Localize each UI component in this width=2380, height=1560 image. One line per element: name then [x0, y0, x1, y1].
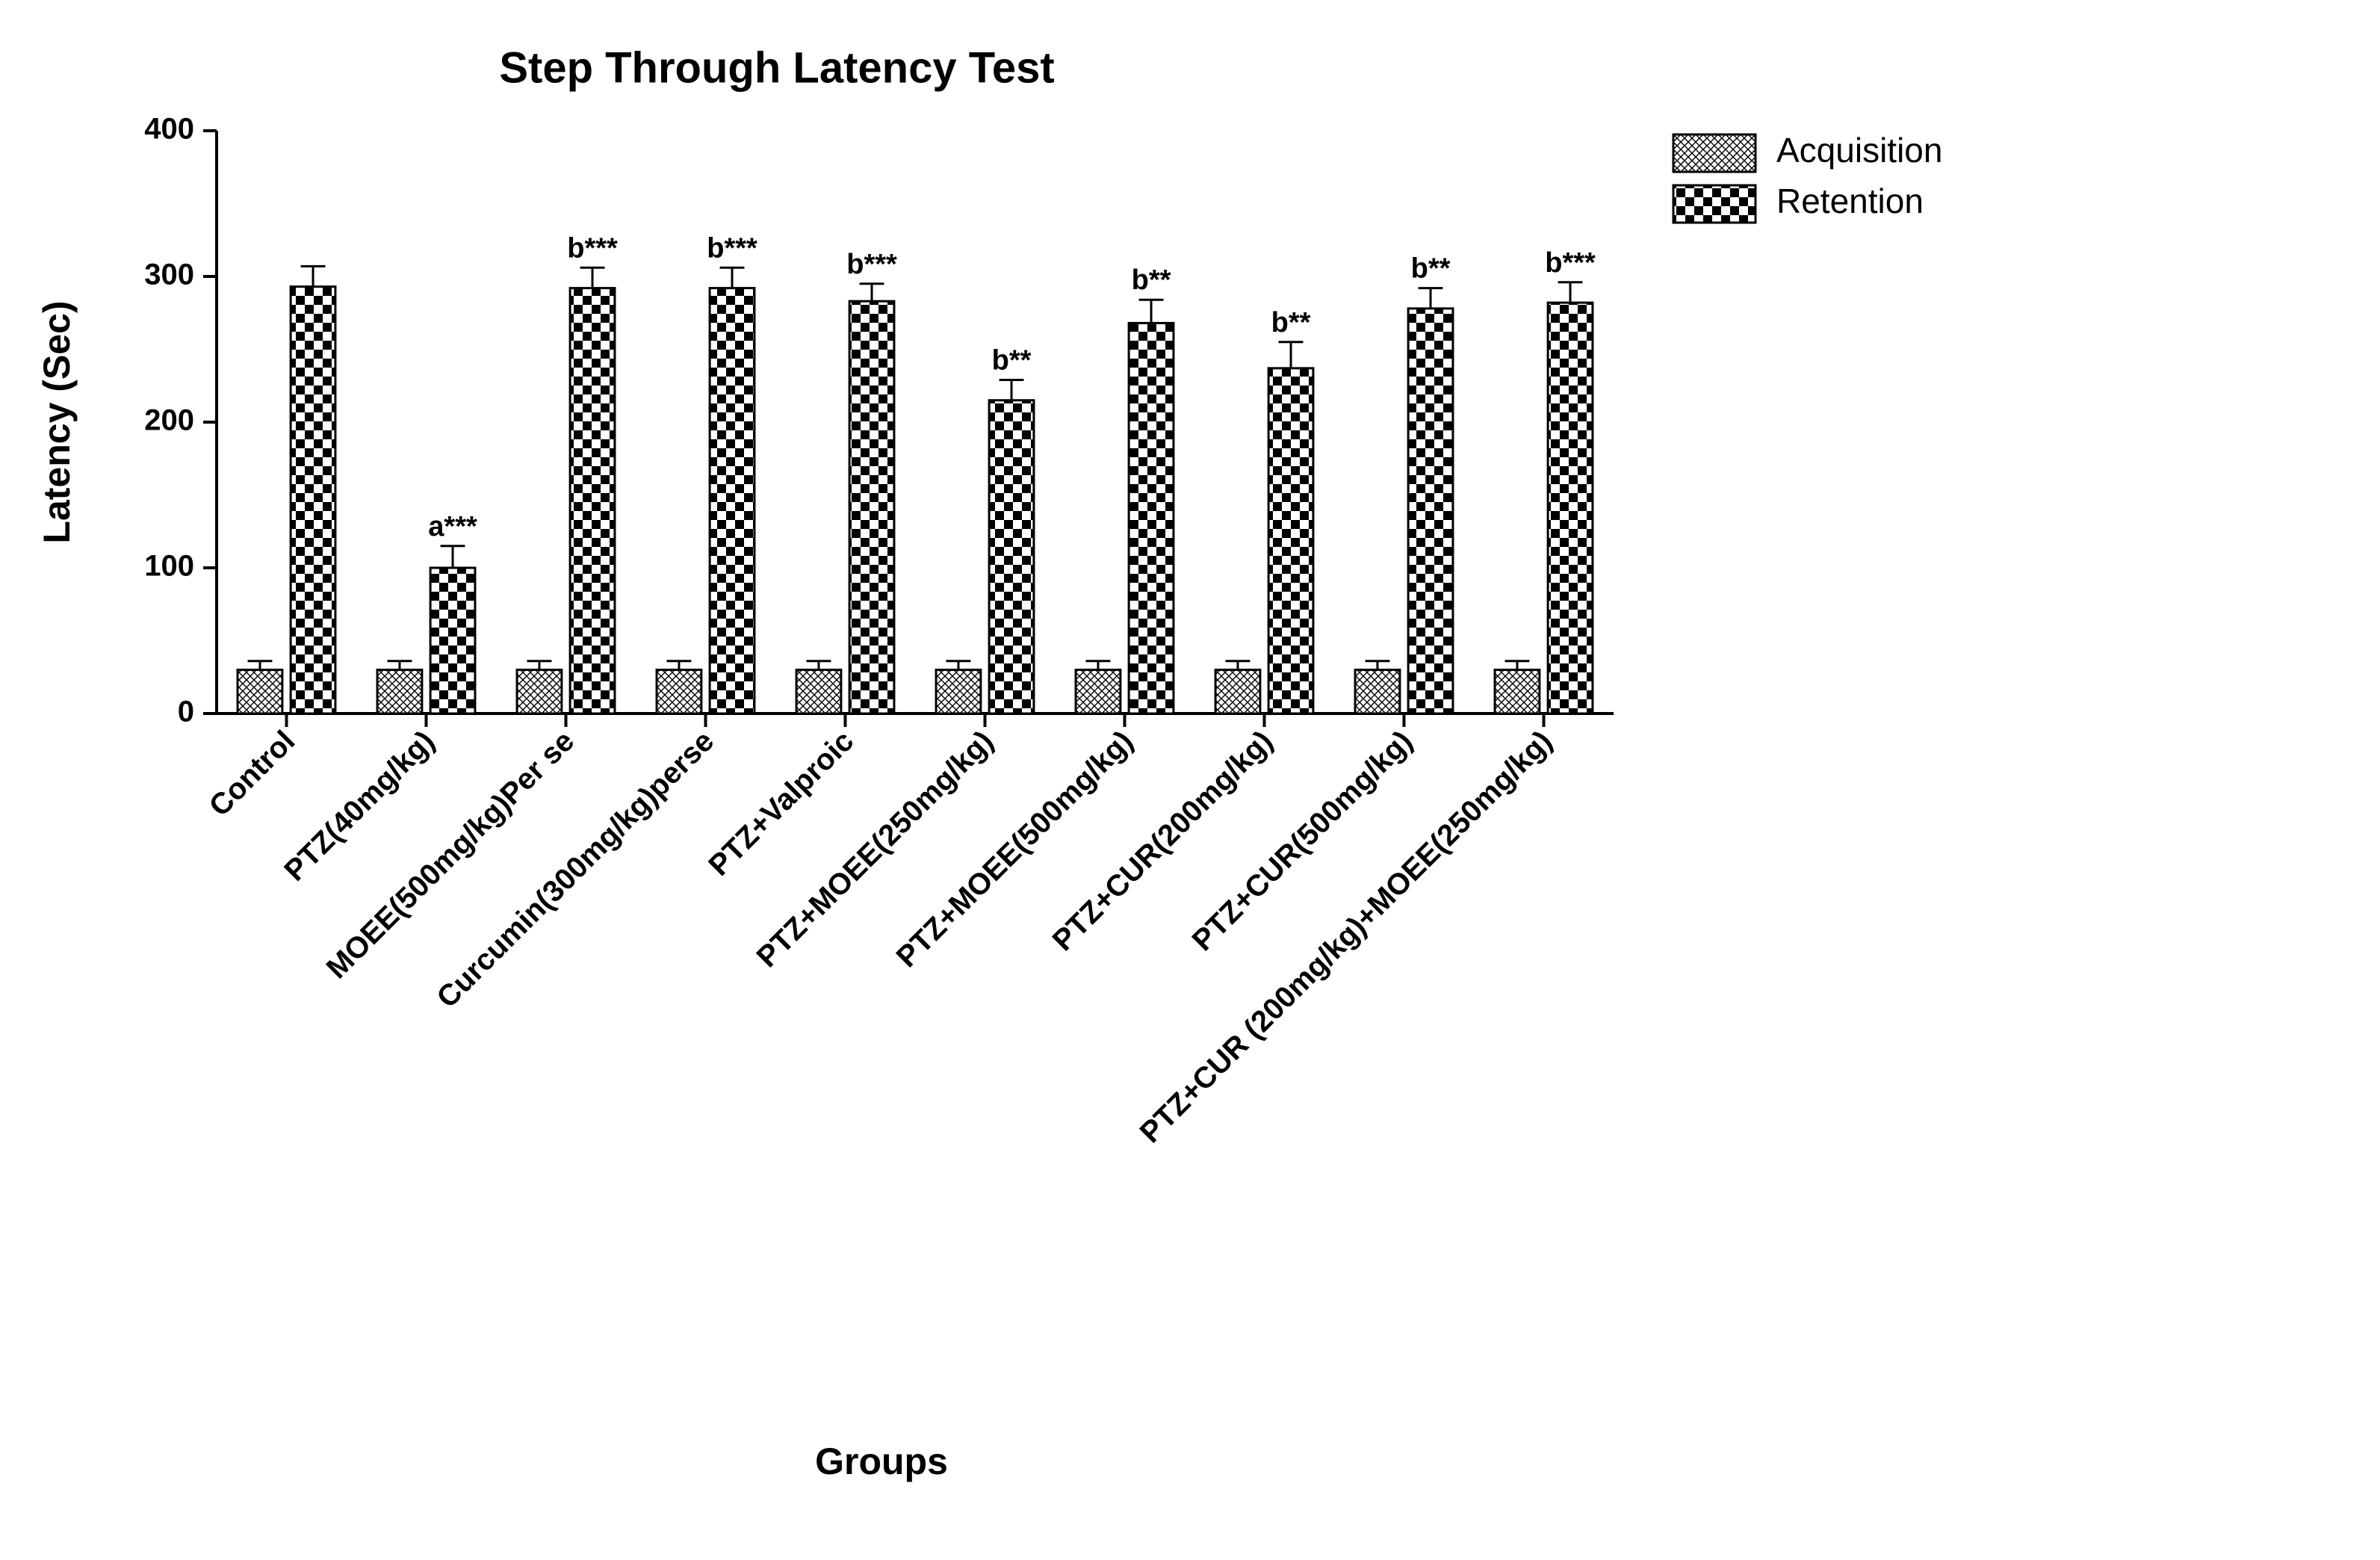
y-tick-label: 400: [144, 113, 194, 146]
legend-swatch: [1673, 185, 1755, 223]
bar: [849, 301, 894, 714]
legend-label: Retention: [1776, 182, 1924, 220]
x-tick-label: Curcumin(300mg/kg)perse: [430, 725, 720, 1015]
x-tick-label: Control: [203, 725, 302, 823]
y-axis-ticks: 0 100 200 300 400: [144, 113, 217, 728]
x-tick-label: PTZ+MOEE(500mg/kg): [890, 725, 1140, 974]
bar: [1495, 670, 1540, 714]
y-tick-label: 300: [144, 259, 194, 291]
chart-container: Step Through Latency Test Latency (Sec) …: [0, 0, 2380, 1560]
bar: [1129, 323, 1174, 714]
bar: [377, 670, 422, 714]
bar: [1408, 309, 1453, 714]
bar-annotation: b***: [567, 232, 618, 264]
bar: [1355, 670, 1400, 714]
bar: [657, 670, 701, 714]
bar-annotation: b**: [1132, 264, 1171, 296]
bar-annotation: b***: [846, 249, 897, 280]
legend-label: Acquisition: [1776, 131, 1942, 170]
bar: [796, 670, 841, 714]
legend: Acquisition Retention: [1673, 131, 1942, 223]
x-tick-label: PTZ(40mg/kg): [278, 725, 441, 888]
bars-group: [238, 287, 1593, 714]
y-tick-label: 0: [178, 696, 194, 728]
x-axis-ticks: ControlPTZ(40mg/kg)MOEE(500mg/kg)Per seC…: [203, 714, 1559, 1149]
y-tick-label: 100: [144, 550, 194, 583]
x-tick-label: MOEE(500mg/kg)Per se: [320, 725, 581, 985]
bar-chart-svg: Step Through Latency Test Latency (Sec) …: [0, 0, 2380, 1560]
bar: [1268, 368, 1313, 714]
bar: [430, 568, 475, 714]
bar-annotation: a***: [428, 511, 477, 542]
y-axis-label: Latency (Sec): [36, 300, 78, 543]
bar: [936, 670, 981, 714]
legend-swatch: [1673, 134, 1755, 172]
bar-annotation: b***: [1545, 247, 1596, 279]
bar: [1076, 670, 1121, 714]
bar: [238, 670, 282, 714]
bar: [570, 288, 615, 714]
bar-annotation: b**: [1271, 307, 1311, 338]
chart-title: Step Through Latency Test: [499, 43, 1054, 92]
bar-annotation: b***: [707, 232, 757, 264]
bar: [1548, 303, 1593, 714]
x-tick-label: PTZ+Valproic: [702, 725, 860, 882]
bar-annotation: b**: [1411, 253, 1451, 285]
bar: [517, 670, 562, 714]
bar: [1215, 670, 1260, 714]
y-tick-label: 200: [144, 404, 194, 437]
bar: [989, 400, 1034, 714]
bar: [710, 288, 754, 714]
bar-annotation: b**: [992, 344, 1032, 376]
x-tick-label: PTZ+MOEE(250mg/kg): [751, 725, 1000, 974]
x-axis-label: Groups: [815, 1440, 948, 1482]
bar: [291, 287, 335, 714]
